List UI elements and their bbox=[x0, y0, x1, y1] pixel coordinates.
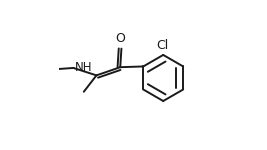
Text: O: O bbox=[116, 32, 125, 45]
Text: Cl: Cl bbox=[156, 39, 168, 52]
Text: NH: NH bbox=[75, 61, 92, 74]
